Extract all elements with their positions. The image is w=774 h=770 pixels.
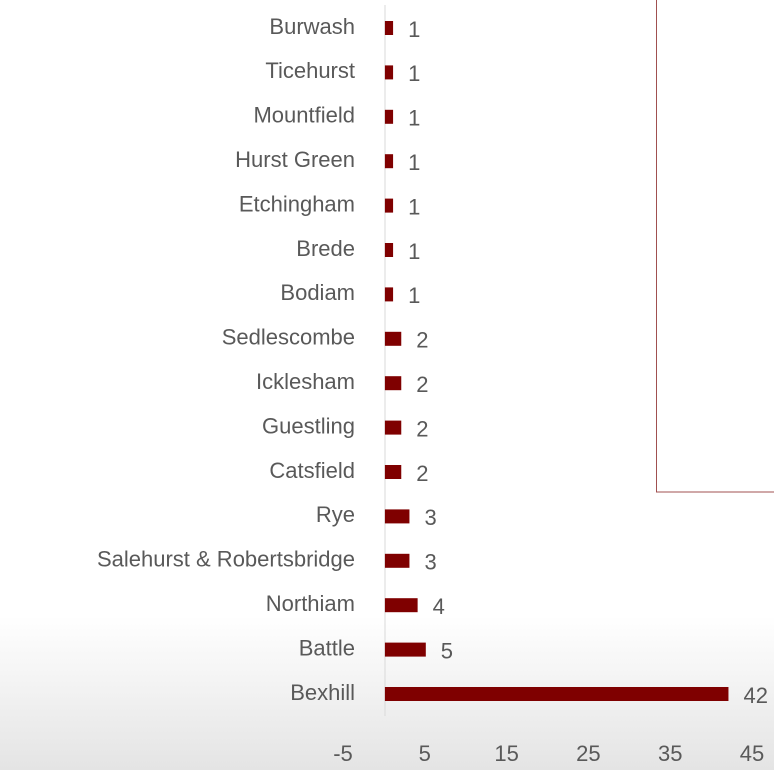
bar (384, 154, 394, 169)
data-label: 2 (416, 416, 428, 441)
x-tick-label: 15 (494, 741, 518, 766)
bar (384, 553, 410, 568)
data-label: 1 (408, 106, 420, 131)
data-label: 1 (408, 239, 420, 264)
data-label: 3 (424, 550, 436, 575)
decor-box (656, 0, 774, 493)
data-label: 5 (441, 638, 453, 663)
data-label: 2 (416, 372, 428, 397)
y-tick-label: Sedlescombe (222, 325, 355, 350)
y-tick-label: Catsfield (269, 458, 355, 483)
data-label: 3 (424, 505, 436, 530)
y-tick-label: Northiam (266, 591, 355, 616)
x-tick-label: -5 (333, 741, 353, 766)
y-tick-label: Bodiam (280, 280, 355, 305)
x-tick-label: 35 (658, 741, 682, 766)
y-tick-label: Salehurst & Robertsbridge (97, 547, 355, 572)
bar (384, 65, 394, 80)
bar (384, 243, 394, 257)
bar (384, 465, 402, 479)
data-label: 1 (408, 17, 420, 42)
x-tick-label: 25 (576, 741, 600, 766)
data-label: 1 (408, 150, 420, 175)
data-label: 1 (408, 61, 420, 86)
data-label: 1 (408, 283, 420, 308)
y-tick-label: Burwash (269, 14, 355, 39)
bar (384, 509, 410, 524)
x-tick-label: 45 (740, 741, 764, 766)
data-label: 4 (433, 594, 445, 619)
y-tick-label: Etchingham (239, 191, 355, 216)
bar (384, 642, 426, 657)
y-tick-label: Ticehurst (265, 58, 355, 83)
bar (384, 331, 402, 346)
bar (384, 198, 394, 213)
y-tick-label: Rye (316, 502, 355, 527)
y-tick-label: Battle (299, 635, 355, 660)
x-tick-label: 5 (419, 741, 431, 766)
y-tick-label: Hurst Green (235, 147, 355, 172)
y-tick-label: Brede (296, 236, 355, 261)
y-tick-label: Guestling (262, 413, 355, 438)
y-tick-label: Bexhill (290, 680, 355, 705)
data-label: 42 (743, 683, 767, 708)
data-label: 2 (416, 461, 428, 486)
data-label: 2 (416, 328, 428, 353)
bar (384, 109, 394, 124)
bar (384, 287, 394, 302)
bar (384, 687, 729, 701)
bar (384, 376, 402, 391)
bar (384, 420, 402, 435)
bar (384, 21, 394, 35)
y-tick-label: Icklesham (256, 369, 355, 394)
y-tick-label: Mountfield (253, 103, 355, 128)
data-label: 1 (408, 194, 420, 219)
bar (384, 598, 418, 613)
